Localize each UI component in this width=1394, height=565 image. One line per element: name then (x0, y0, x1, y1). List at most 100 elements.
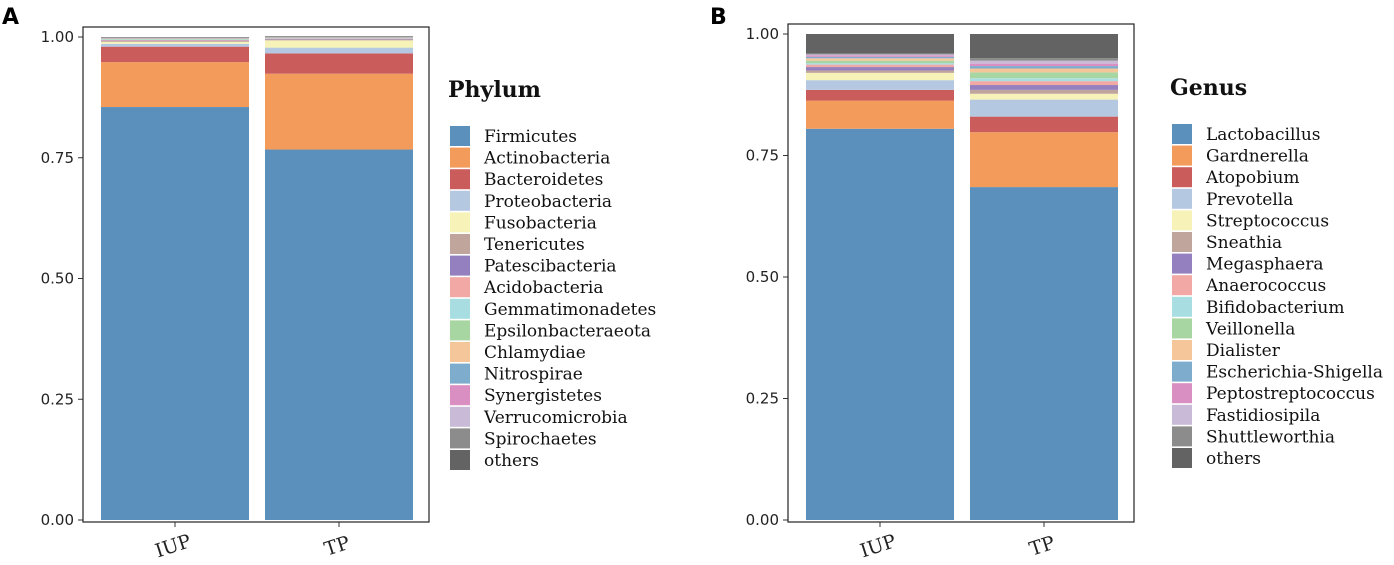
bar-segment-peptostreptococcus-iup (806, 55, 954, 57)
bar-segment-peptostreptococcus-tp (970, 63, 1118, 67)
legend-swatch (450, 320, 470, 341)
legend-swatch (1172, 275, 1192, 296)
legend-label: Bifidobacterium (1206, 298, 1344, 318)
legend-label: Anaerococcus (1205, 276, 1326, 296)
x-axis: IUP TP (857, 522, 1058, 562)
legend-label: Dialister (1206, 341, 1281, 361)
legend-label: Bacteroidetes (484, 170, 603, 190)
legend-label: Shuttleworthia (1206, 427, 1335, 447)
legend-swatch (1172, 188, 1192, 209)
bar-segment-dialister-tp (970, 68, 1118, 73)
legend-label: Proteobacteria (484, 192, 612, 212)
legend-swatch (1172, 448, 1192, 468)
bar-segment-shuttleworthia-iup (806, 53, 954, 55)
legend-swatch (450, 234, 470, 254)
legend-label: Firmicutes (484, 127, 577, 147)
bar-segment-atopobium-iup (806, 89, 954, 101)
y-tick-label: 0.25 (41, 390, 74, 408)
bar-segment-escherichia-shigella-tp (970, 66, 1118, 69)
y-tick-label: 1.00 (41, 28, 74, 46)
bar-segment-prevotella-iup (806, 80, 954, 90)
bar-segment-megasphaera-tp (970, 85, 1118, 90)
y-tick-label: 0.75 (41, 149, 74, 167)
x-tick-label: IUP (152, 530, 194, 562)
legend-swatch (450, 363, 470, 384)
legend-swatch (1172, 253, 1192, 274)
bar-segment-others-iup (806, 34, 954, 54)
legend-label: Nitrospirae (484, 365, 583, 385)
legend-label: Escherichia-Shigella (1206, 363, 1383, 383)
bar-segment-veillonella-iup (806, 60, 954, 64)
x-axis: IUP TP (152, 522, 353, 562)
bar-segment-fusobacteria-tp (265, 40, 413, 48)
bar-segment-sneathia-iup (806, 70, 954, 73)
bars (101, 36, 413, 520)
legend-swatch (450, 342, 470, 362)
legend-swatch (1172, 404, 1192, 425)
panel-a: A 0.00 0.25 0.50 0.75 1.00 IUP TP Phylum Firm… (2, 5, 656, 562)
legend-swatch (1172, 361, 1192, 382)
bar-segment-bacteroidetes-tp (265, 53, 413, 74)
x-tick-label: TP (322, 532, 353, 561)
legend-swatch (450, 277, 470, 298)
bar-segment-fastidiosipila-iup (806, 54, 954, 56)
bar-segment-gardnerella-tp (970, 132, 1118, 188)
legend-label: Acidobacteria (483, 278, 603, 298)
legend-swatch (450, 126, 470, 146)
panel-label: B (710, 5, 727, 30)
bar-segment-proteobacteria-tp (265, 47, 413, 54)
legend-swatch (450, 385, 470, 406)
legend-swatch (450, 298, 470, 319)
legend: Genus LactobacillusGardnerellaAtopobiumP… (1170, 75, 1383, 469)
legend-swatch (450, 147, 470, 168)
legend-label: Sneathia (1206, 233, 1282, 253)
legend-swatch (1172, 383, 1192, 404)
y-tick-label: 0.25 (746, 390, 779, 408)
legend-label: Peptostreptococcus (1206, 384, 1375, 404)
legend-label: Fusobacteria (484, 213, 597, 233)
legend-label: Verrucomicrobia (483, 408, 628, 428)
bar-segment-tenericutes-tp (265, 39, 413, 41)
legend-swatch (1172, 296, 1192, 317)
bar-segment-sneathia-tp (970, 89, 1118, 94)
legend-swatch (1172, 124, 1192, 144)
legend-label: Chlamydiae (484, 343, 586, 363)
bar-segment-prevotella-tp (970, 99, 1118, 117)
legend-label: Gardnerella (1206, 147, 1309, 167)
plot-frame (787, 23, 1135, 523)
bar-segment-others-tp (970, 34, 1118, 59)
bar-segment-anaerococcus-tp (970, 81, 1118, 86)
legend-swatch (1172, 340, 1192, 360)
legend-swatch (450, 450, 470, 470)
legend-label: Epsilonbacteraeota (484, 321, 651, 341)
bar-segment-fastidiosipila-tp (970, 60, 1118, 64)
y-axis: 0.00 0.25 0.50 0.75 1.00 (41, 28, 83, 529)
legend-title: Phylum (448, 77, 541, 103)
legend-label: Gemmatimonadetes (484, 300, 656, 320)
bar-segment-actinobacteria-iup (101, 62, 249, 108)
legend-swatch (1172, 232, 1192, 252)
legend-label: Spirochaetes (484, 429, 597, 449)
bar-segment-gardnerella-iup (806, 100, 954, 129)
bar-segment-lactobacillus-iup (806, 128, 954, 520)
x-tick-label: IUP (857, 530, 899, 562)
legend: Phylum FirmicutesActinobacteriaBacteroid… (448, 77, 656, 471)
legend-label: Prevotella (1206, 190, 1293, 210)
bar-segment-firmicutes-iup (101, 107, 249, 520)
bar-segment-veillonella-tp (970, 72, 1118, 79)
legend-swatch (450, 428, 470, 449)
legend-swatch (1172, 426, 1192, 447)
legend-swatch (450, 406, 470, 427)
bar-segment-bacteroidetes-iup (101, 46, 249, 63)
bar-segment-lactobacillus-tp (970, 187, 1118, 520)
y-tick-label: 0.50 (746, 268, 779, 286)
legend-label: Tenericutes (484, 235, 585, 255)
legend-swatch (450, 212, 470, 233)
plot-frame (82, 26, 430, 523)
legend-label: Veillonella (1205, 319, 1295, 339)
bar-segment-bifidobacterium-tp (970, 78, 1118, 82)
bar-segment-firmicutes-tp (265, 149, 413, 520)
legend-label: Streptococcus (1206, 211, 1329, 231)
panel-b: B 0.00 0.25 0.50 0.75 1.00 IUP TP Genus Lacto… (710, 5, 1383, 562)
